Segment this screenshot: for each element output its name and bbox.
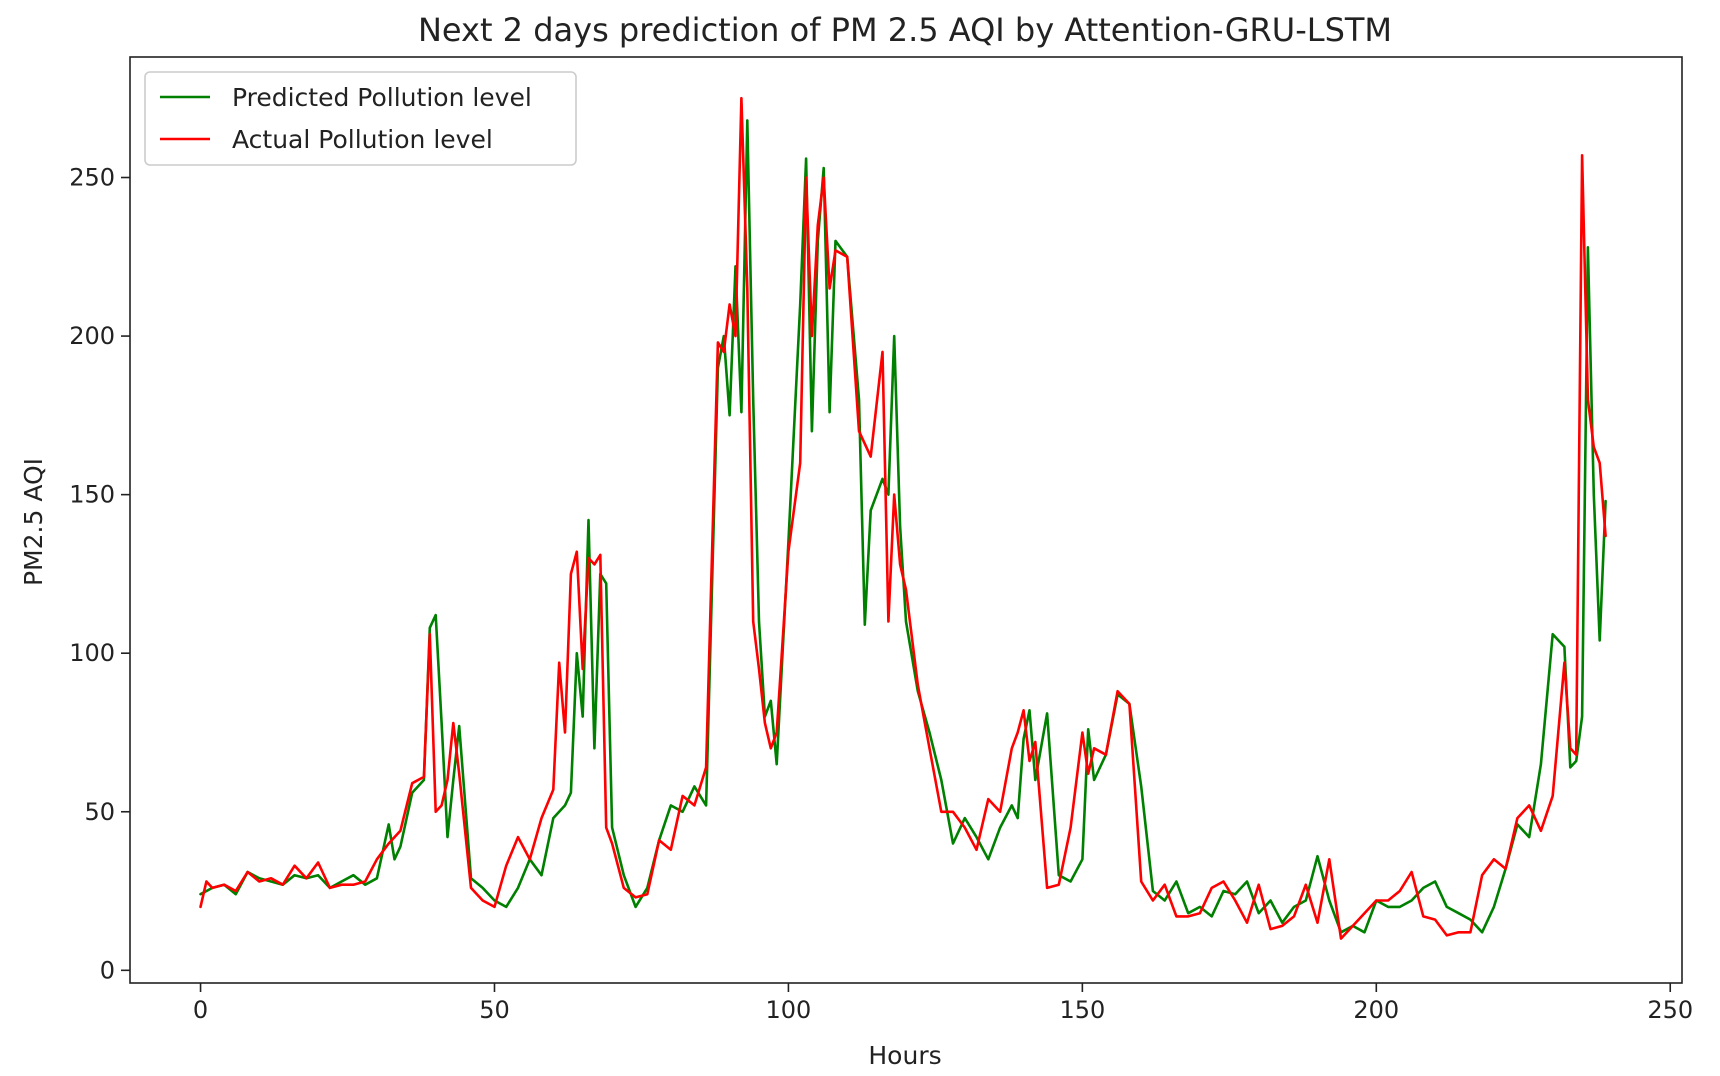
axes: 0 50 100 150 200 250 0 50 100 150 200 250 bbox=[69, 56, 1693, 1024]
axes-frame bbox=[129, 56, 1683, 984]
y-tick-label: 150 bbox=[69, 481, 115, 509]
legend-label: Predicted Pollution level bbox=[232, 83, 532, 112]
chart-title: Next 2 days prediction of PM 2.5 AQI by … bbox=[418, 11, 1392, 49]
x-axis-label: Hours bbox=[868, 1041, 941, 1070]
y-tick-label: 200 bbox=[69, 322, 115, 350]
legend: Predicted Pollution level Actual Pollutio… bbox=[144, 71, 577, 166]
x-tick-label: 100 bbox=[766, 996, 812, 1024]
x-tick-label: 200 bbox=[1353, 996, 1399, 1024]
y-axis-label: PM2.5 AQI bbox=[19, 458, 48, 586]
legend-box bbox=[144, 71, 577, 166]
y-tick-label: 250 bbox=[69, 164, 115, 192]
y-tick-label: 0 bbox=[100, 956, 115, 984]
legend-label: Actual Pollution level bbox=[232, 125, 493, 154]
predicted-series-line bbox=[199, 119, 1607, 934]
x-tick-label: 50 bbox=[479, 996, 510, 1024]
plot-area bbox=[199, 96, 1607, 940]
y-tick-label: 100 bbox=[69, 639, 115, 667]
y-tick-label: 50 bbox=[84, 798, 115, 826]
actual-series-line bbox=[199, 96, 1607, 940]
x-tick-label: 250 bbox=[1647, 996, 1693, 1024]
x-tick-label: 0 bbox=[193, 996, 208, 1024]
x-tick-label: 150 bbox=[1059, 996, 1105, 1024]
